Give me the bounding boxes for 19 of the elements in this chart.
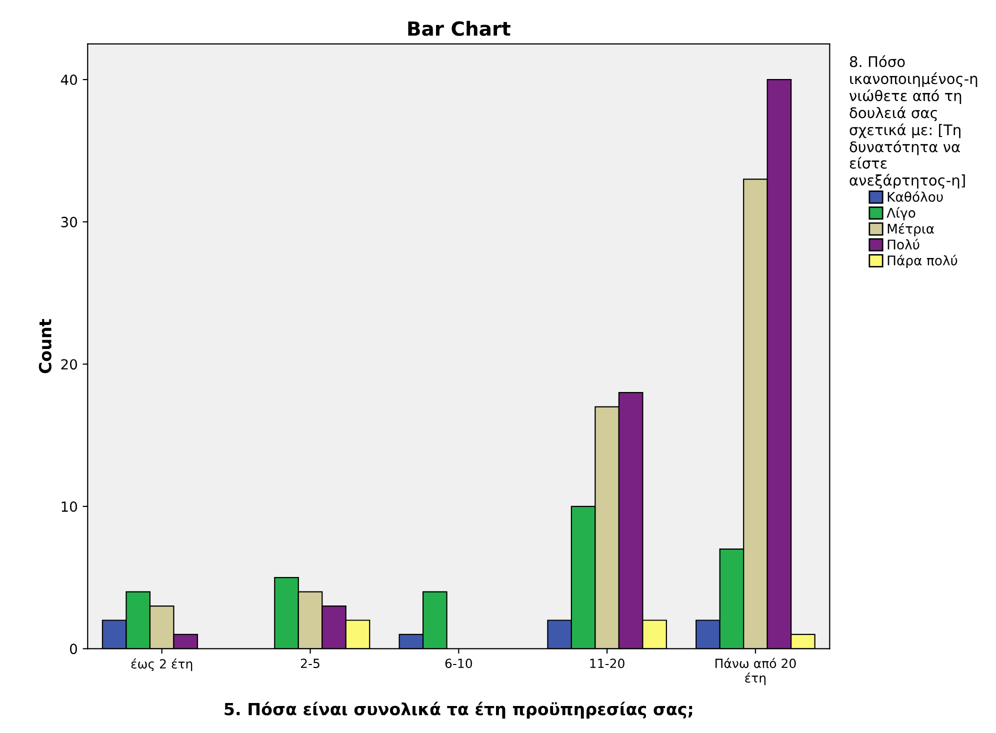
y-tick-label: 0: [70, 644, 78, 654]
legend-label: Λίγο: [886, 207, 916, 220]
y-axis-title: Count: [38, 319, 52, 374]
chart-title: Bar Chart: [408, 20, 510, 36]
legend-label: Πολύ: [888, 238, 920, 250]
x-tick-label: έως 2 έτη: [131, 658, 192, 672]
legend-label: Πάρα πολύ: [888, 254, 958, 268]
x-tick-label: 2-5: [300, 658, 320, 668]
y-tick-label: 40: [60, 74, 78, 86]
x-tick-label: 6-10: [445, 658, 472, 668]
y-tick-label: 20: [61, 359, 78, 370]
legend-title: 8. Πόσο ικανοποιημένος-η νιώθετε από τη δουλειά σας σχετικά με: [Τη δυνατότητα να είστε ανεξάρτητος-η]: [849, 55, 978, 189]
y-tick-label: 30: [61, 216, 78, 228]
legend-label: Καθόλου: [888, 191, 943, 202]
legend-label: Μέτρια: [888, 222, 934, 236]
x-tick-label: 11-20: [590, 658, 624, 668]
y-tick-label: 10: [62, 501, 78, 512]
x-axis-title: 5. Πόσα είναι συνολικά τα έτη προϋπηρεσίας σας;: [224, 702, 692, 719]
x-tick-label: Πάνω από 20 έτη: [716, 658, 796, 686]
